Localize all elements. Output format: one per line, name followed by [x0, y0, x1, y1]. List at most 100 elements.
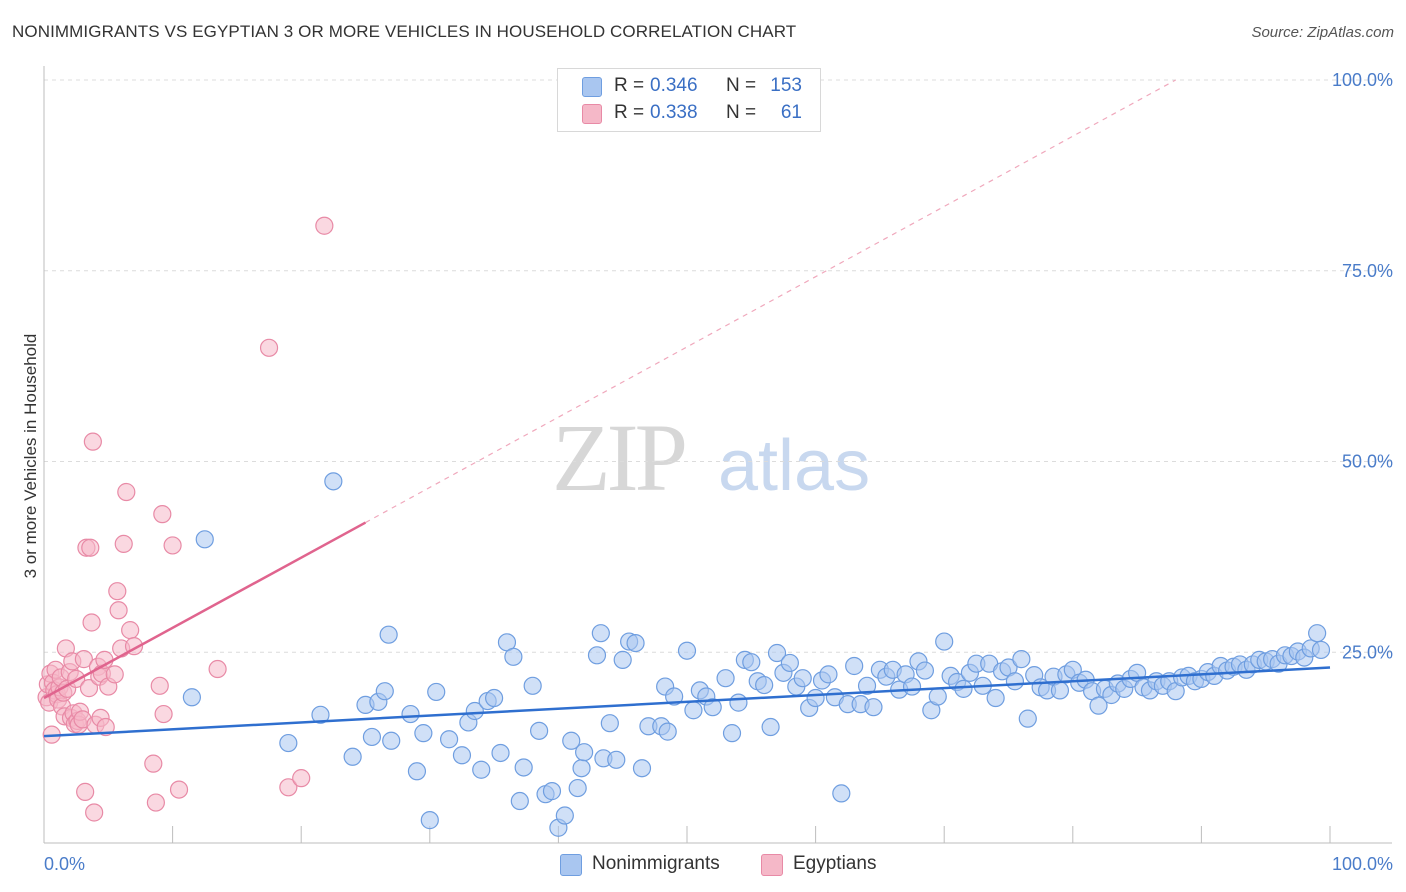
- nonimmigrants-point: [729, 693, 748, 712]
- nonimmigrants-point: [530, 721, 549, 740]
- nonimmigrants-point: [665, 687, 684, 706]
- x-tick-label: 100.0%: [1332, 854, 1393, 874]
- nonimmigrants-point: [658, 722, 677, 741]
- nonimmigrants-point: [195, 530, 214, 549]
- nonimmigrants-point: [684, 701, 703, 720]
- nonimmigrants-point: [343, 747, 362, 766]
- nonimmigrants-point: [780, 653, 799, 673]
- nonimmigrants-point: [182, 688, 201, 707]
- egyptians-point: [81, 538, 100, 557]
- nonimmigrants-point: [1005, 672, 1025, 691]
- watermark: ZIP atlas: [552, 404, 870, 511]
- nonimmigrants-point: [362, 727, 382, 747]
- egyptians-point: [96, 717, 115, 737]
- egyptians-point: [117, 482, 136, 502]
- nonimmigrants-point: [575, 743, 594, 762]
- egyptians-point: [79, 679, 99, 698]
- nonimmigrants-point: [613, 650, 632, 669]
- nonimmigrants-trend-line: [43, 666, 1331, 738]
- n-label: N =: [726, 102, 757, 123]
- nonimmigrants-point: [632, 759, 652, 778]
- nonimmigrants-point: [716, 669, 735, 688]
- egyptians-point: [153, 505, 172, 524]
- egyptians-point: [83, 432, 102, 451]
- egyptians-point: [74, 650, 93, 669]
- nonimmigrants-point: [485, 688, 504, 708]
- nonimmigrants-point: [935, 632, 954, 651]
- nonimmigrants-point: [562, 731, 581, 750]
- egyptians-point: [121, 621, 140, 640]
- nonimmigrants-point: [382, 731, 401, 750]
- nonimmigrants-point: [1089, 696, 1108, 715]
- nonimmigrants-point: [427, 682, 446, 702]
- nonimmigrants-point: [832, 784, 851, 803]
- nonimmigrants-point: [915, 661, 935, 680]
- egyptians-points: [37, 216, 367, 822]
- egyptians-point: [144, 754, 163, 773]
- egyptians-swatch: [582, 104, 602, 124]
- nonimmigrants-point: [514, 758, 533, 777]
- r-label: R =: [614, 102, 645, 123]
- nonimmigrants-point: [420, 811, 439, 830]
- nonimmigrants-point: [845, 656, 864, 676]
- trend-lines: [365, 79, 1176, 524]
- nonimmigrants-point: [407, 762, 427, 781]
- egyptians-point: [109, 601, 128, 620]
- watermark-atlas: atlas: [718, 426, 870, 506]
- y-tick-label: 75.0%: [1342, 261, 1393, 281]
- egyptians-point: [108, 582, 127, 601]
- egyptians-point: [315, 216, 334, 235]
- nonimmigrants-point: [452, 746, 472, 765]
- egyptians-point: [169, 780, 189, 799]
- egyptians-point: [82, 613, 101, 632]
- grid: [44, 79, 1392, 653]
- nonimmigrants-point: [1308, 624, 1327, 643]
- nonimmigrants-point: [722, 724, 742, 743]
- nonimmigrants-point: [401, 704, 420, 724]
- nonimmigrants-swatch: [582, 77, 602, 97]
- nonimmigrants-point: [1018, 709, 1037, 728]
- nonimmigrants-point: [793, 669, 812, 688]
- stats-box: R = 0.346 N = 153 R = 0.338 N = 61: [557, 68, 821, 132]
- source-label: Source: ZipAtlas.com: [1251, 24, 1394, 41]
- nonimmigrants-point: [928, 687, 947, 706]
- egyptians-point: [163, 536, 182, 555]
- nonimmigrants-points: [43, 472, 1331, 837]
- nonimmigrants-point: [857, 676, 877, 695]
- legend: Nonimmigrants Egyptians: [0, 852, 1406, 878]
- legend-label-egyptians: Egyptians: [793, 853, 877, 874]
- egyptians-trend-extrapolated: [365, 79, 1176, 524]
- nonimmigrants-point: [677, 641, 697, 660]
- nonimmigrants-point: [703, 698, 722, 717]
- nonimmigrants-point: [439, 730, 459, 749]
- y-tick-label: 25.0%: [1342, 642, 1393, 662]
- nonimmigrants-point: [742, 653, 761, 672]
- nonimmigrants-point: [472, 760, 491, 779]
- r-value: 0.346: [650, 75, 698, 96]
- egyptians-point: [114, 534, 133, 554]
- nonimmigrants-point: [568, 778, 587, 798]
- y-tick-label: 100.0%: [1332, 70, 1393, 90]
- egyptians-point: [85, 803, 104, 822]
- n-label: N =: [726, 75, 757, 96]
- nonimmigrants-point: [902, 677, 922, 696]
- nonimmigrants-point: [491, 743, 510, 763]
- egyptians-trend-line: [43, 521, 367, 700]
- watermark-zip: ZIP: [552, 404, 685, 511]
- n-value: 153: [770, 75, 802, 96]
- r-value: 0.338: [650, 102, 698, 123]
- nonimmigrants-point: [864, 698, 883, 717]
- nonimmigrants-point: [591, 624, 610, 643]
- nonimmigrants-point: [1012, 650, 1031, 669]
- nonimmigrants-point: [379, 625, 398, 644]
- nonimmigrants-point: [1311, 640, 1331, 660]
- nonimmigrants-point: [279, 733, 298, 753]
- legend-swatch-nonimmigrants: [560, 854, 582, 876]
- nonimmigrants-point: [555, 806, 574, 825]
- egyptians-point: [150, 676, 169, 695]
- x-tick-label: 0.0%: [44, 854, 85, 874]
- nonimmigrants-point: [600, 714, 619, 733]
- egyptians-point: [208, 659, 227, 679]
- ticks: 25.0% 50.0% 75.0% 100.0% 0.0% 100.0%: [44, 70, 1393, 874]
